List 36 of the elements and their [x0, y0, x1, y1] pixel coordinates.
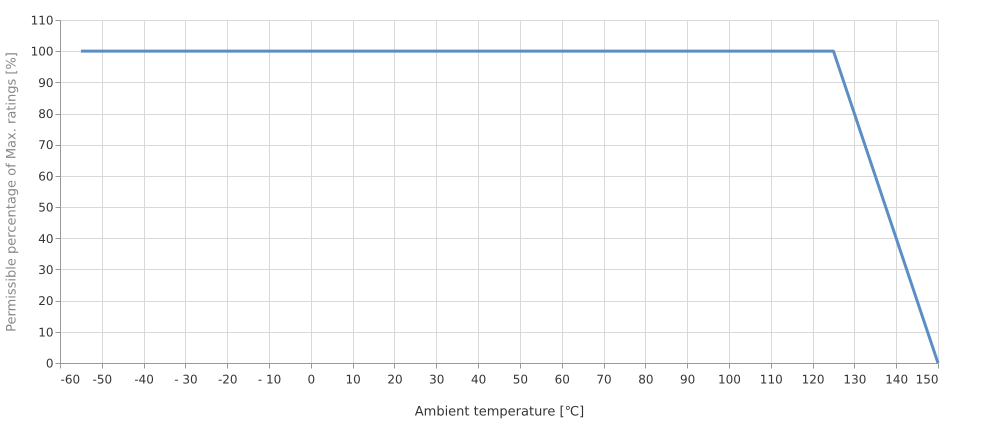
x-tick-label: 80 — [638, 372, 654, 386]
y-tick-label: 100 — [30, 44, 54, 59]
x-tick-label: 0 — [308, 372, 316, 386]
x-tick-label: - 30 — [174, 372, 198, 386]
y-tick-label: 90 — [38, 76, 54, 90]
x-tick-label: -60 — [60, 372, 80, 386]
y-tick-label: 20 — [38, 294, 54, 308]
x-tick-label: 10 — [346, 372, 361, 386]
x-tick-label: 110 — [760, 372, 783, 386]
y-tick-label: 80 — [38, 107, 54, 122]
y-tick-label: 10 — [38, 325, 54, 340]
x-tick-label: 120 — [802, 372, 825, 386]
x-tick-label: - 10 — [258, 372, 282, 386]
x-tick-label: 60 — [554, 372, 570, 386]
y-tick-label: 0 — [46, 356, 54, 370]
x-tick-label: 140 — [885, 372, 908, 386]
y-tick-label: 70 — [38, 138, 54, 152]
y-tick-label: 40 — [38, 232, 54, 246]
y-tick-label: 110 — [30, 14, 54, 28]
y-axis-title: Permissible percentage of Max. ratings [%] — [4, 52, 20, 332]
x-tick-label: 130 — [843, 372, 866, 386]
x-tick-label: -40 — [134, 372, 154, 386]
x-tick-label: 30 — [429, 372, 444, 386]
x-tick-label: -20 — [218, 372, 238, 386]
x-tick-label: 90 — [680, 372, 696, 386]
x-tick-label: 20 — [387, 372, 403, 386]
x-tick-label: 150 — [916, 372, 938, 386]
y-tick-label: 30 — [38, 262, 54, 277]
x-tick-label: 100 — [718, 372, 741, 386]
x-axis-title: Ambient temperature [℃] — [414, 404, 584, 420]
x-tick-label: 40 — [470, 372, 486, 386]
y-tick-label: 50 — [38, 200, 54, 215]
x-tick-label: 50 — [512, 372, 528, 386]
x-tick-label: 70 — [596, 372, 612, 386]
y-tick-label: 60 — [38, 169, 54, 184]
x-tick-label: -50 — [92, 372, 112, 386]
